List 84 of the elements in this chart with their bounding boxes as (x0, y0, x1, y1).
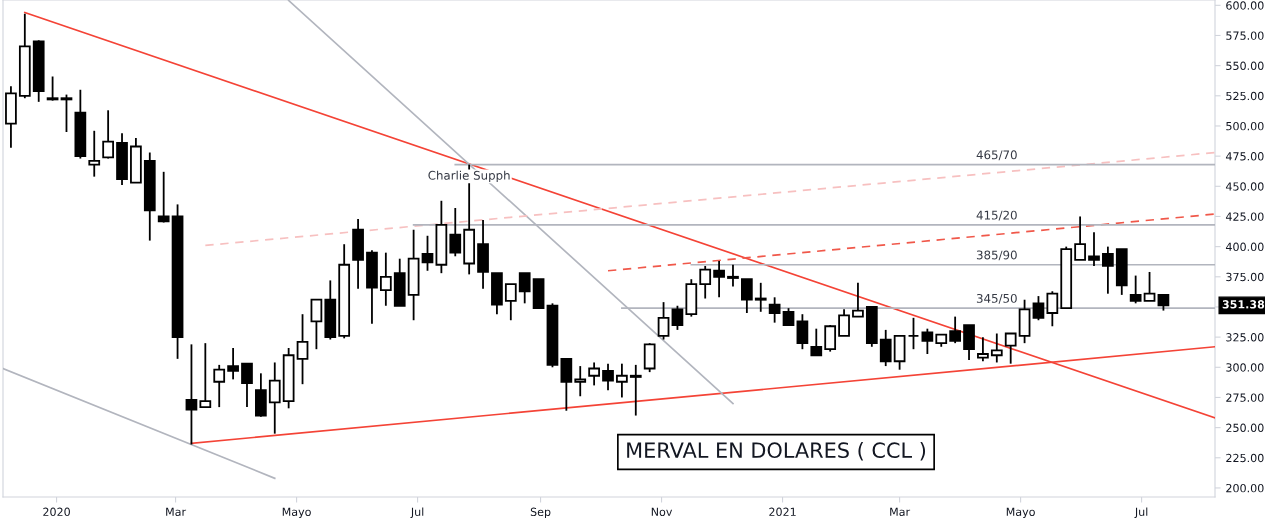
candlestick (1143, 271, 1156, 302)
candlestick (1088, 231, 1100, 267)
candlestick (1129, 274, 1142, 305)
candlestick (768, 296, 781, 324)
candlestick (949, 315, 962, 345)
candlestick (518, 272, 531, 305)
candlestick (296, 313, 309, 386)
x-tick-label: Jul (410, 507, 424, 518)
y-tick-label: 250.00 (1226, 423, 1264, 432)
x-tick-label: Mar (890, 507, 911, 517)
candlestick (421, 234, 434, 272)
candlestick (879, 328, 892, 367)
y-tick-label: 375.00 (1226, 272, 1264, 282)
candlestick (852, 281, 864, 318)
annotation: 415/20 (976, 210, 1017, 221)
text: MERVAL EN DOLARES ( CCL ) (627, 441, 926, 461)
candlestick (1074, 215, 1086, 261)
y-tick-label: 600.00 (1226, 1, 1264, 10)
annotation: Charlie Supph (428, 170, 510, 183)
x-tick-label: Mar (166, 507, 187, 517)
candlestick (1032, 295, 1045, 322)
y-tick-label: 225.00 (1226, 453, 1264, 463)
x-tick-label: Mayo (1006, 507, 1035, 518)
candlestick (504, 283, 517, 322)
candlestick (88, 129, 101, 178)
candlestick (46, 75, 59, 102)
y-tick-label: 450.00 (1225, 182, 1264, 191)
x-tick-label: 2021 (769, 507, 796, 517)
candlestick (990, 332, 1003, 364)
candlestick (907, 316, 920, 351)
x-tick-label: Jul (1134, 507, 1148, 518)
candlestick (838, 308, 850, 337)
y-tick-label: 275.00 (1226, 393, 1264, 402)
candlestick (699, 265, 712, 300)
y-tick-label: 550.00 (1226, 61, 1264, 71)
candlestick (60, 93, 73, 133)
y-tick-label: 325.00 (1226, 333, 1264, 342)
candlestick (213, 363, 226, 409)
y-tick-label: 475.00 (1225, 152, 1264, 161)
candlestick (379, 251, 392, 307)
x-tick-label: Sep (530, 507, 551, 518)
candlestick (754, 281, 767, 313)
candlestick (657, 301, 670, 341)
candlestick (574, 365, 587, 398)
candlestick (227, 347, 239, 381)
y-tick-label: 425.00 (1225, 212, 1264, 221)
candlestick (713, 260, 725, 299)
candlestick (602, 362, 614, 392)
x-tick-label: 2020 (43, 507, 70, 517)
text: 351.38 (1222, 300, 1265, 309)
candlestick (185, 343, 198, 446)
candlestick (268, 361, 281, 435)
candlestick (727, 263, 739, 288)
y-tick-label: 400.00 (1225, 242, 1264, 252)
y-tick-label: 500.00 (1226, 121, 1264, 131)
candlestick (671, 304, 684, 331)
annotation: 385/90 (976, 250, 1017, 261)
candlestick (1046, 290, 1059, 328)
candlestick (1004, 332, 1017, 365)
candlestick (921, 327, 934, 355)
y-tick-label: 300.00 (1226, 363, 1264, 372)
candlestick (810, 327, 823, 357)
y-tick-label: 575.00 (1226, 31, 1264, 40)
candlestick (449, 207, 462, 258)
candlestick (560, 357, 573, 412)
x-tick-label: Mayo (282, 507, 311, 518)
candlestick (157, 170, 170, 224)
candlestick (824, 324, 837, 353)
candlestick (629, 363, 642, 417)
y-tick-label: 525.00 (1226, 91, 1264, 101)
candlestick (616, 362, 628, 399)
candlestick (977, 336, 989, 363)
annotation: 465/70 (976, 150, 1017, 161)
candlestick (310, 298, 323, 351)
candlestick (241, 362, 253, 409)
candlestick (796, 313, 809, 351)
candlestick (199, 342, 212, 409)
candlestick (740, 278, 753, 314)
candlestick (588, 361, 600, 387)
y-tick-label: 200.00 (1226, 483, 1264, 493)
candlestick (1102, 245, 1114, 295)
annotation: 345/50 (976, 293, 1017, 304)
candlestick (102, 109, 114, 160)
x-tick-label: Nov (651, 507, 673, 517)
